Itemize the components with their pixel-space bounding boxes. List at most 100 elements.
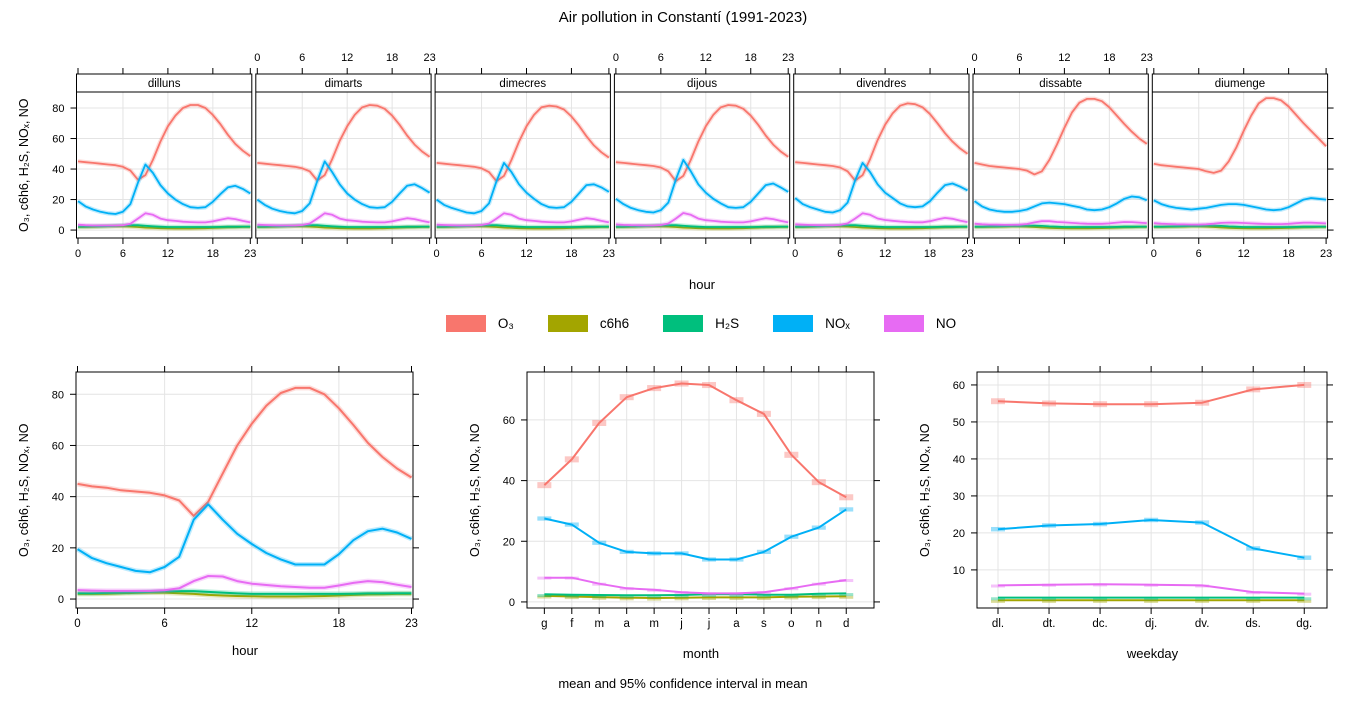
series-line bbox=[77, 163, 251, 215]
series-line bbox=[974, 98, 1148, 176]
svg-text:6: 6 bbox=[161, 618, 167, 630]
series-H2S bbox=[974, 223, 1147, 230]
legend-label-NO: NO bbox=[935, 316, 957, 331]
svg-text:o: o bbox=[788, 618, 794, 630]
series-line bbox=[257, 212, 430, 227]
ci-bar bbox=[1042, 599, 1057, 603]
svg-text:23: 23 bbox=[782, 52, 794, 64]
svg-text:0: 0 bbox=[58, 225, 64, 237]
svg-text:20: 20 bbox=[503, 536, 515, 548]
svg-text:0: 0 bbox=[434, 248, 440, 260]
ci-bar bbox=[674, 594, 689, 598]
series-NO bbox=[77, 211, 251, 228]
series-line bbox=[544, 594, 847, 599]
series-line bbox=[544, 576, 847, 595]
ci-ribbon bbox=[436, 103, 611, 184]
svg-text:6: 6 bbox=[120, 248, 126, 260]
subtitle-caption: mean and 95% confidence interval in mean bbox=[558, 676, 808, 691]
svg-text:12: 12 bbox=[520, 248, 532, 260]
series-line bbox=[997, 383, 1305, 406]
svg-text:dg.: dg. bbox=[1296, 618, 1312, 630]
ci-bar bbox=[991, 599, 1005, 603]
strip-label-diumenge: diumenge bbox=[1215, 78, 1266, 90]
legend-swatch-O3 bbox=[445, 315, 486, 332]
series-line bbox=[974, 224, 1147, 228]
legend-entry-H2S: H₂S bbox=[663, 315, 739, 332]
series-line bbox=[436, 104, 610, 183]
ci-bar bbox=[811, 593, 826, 597]
series-c6h6 bbox=[537, 594, 854, 601]
svg-text:12: 12 bbox=[700, 52, 712, 64]
ci-bar bbox=[702, 593, 717, 597]
series-NO bbox=[77, 573, 412, 594]
svg-text:23: 23 bbox=[961, 248, 973, 260]
series-line bbox=[77, 212, 251, 227]
svg-text:10: 10 bbox=[953, 565, 965, 577]
day-hour-y-axis-label: O₃, c6h6, H₂S, NOₓ, NO bbox=[17, 98, 31, 232]
ci-bar bbox=[564, 596, 579, 600]
series-NO bbox=[615, 210, 789, 228]
series-line bbox=[76, 503, 412, 574]
series-line bbox=[1153, 97, 1327, 174]
series-line bbox=[256, 160, 431, 215]
svg-text:0: 0 bbox=[254, 52, 260, 64]
ci-bar bbox=[991, 526, 1005, 532]
svg-text:g: g bbox=[541, 618, 547, 630]
series-H2S bbox=[991, 596, 1312, 601]
series-line bbox=[77, 575, 412, 592]
series-c6h6 bbox=[991, 599, 1312, 603]
series-NOx bbox=[973, 194, 1148, 215]
series-line bbox=[795, 212, 968, 227]
ci-bar bbox=[537, 482, 552, 489]
ci-bar bbox=[1195, 597, 1210, 601]
series-line bbox=[436, 212, 610, 227]
series-line bbox=[615, 212, 789, 227]
series-NO bbox=[257, 211, 431, 228]
ci-bar bbox=[1246, 597, 1261, 601]
svg-text:j: j bbox=[707, 618, 711, 630]
day-panel-dilluns: dilluns 0 6 12 18 23 0 20 40 60 80 bbox=[52, 68, 256, 260]
ci-bar bbox=[756, 594, 771, 598]
strip-label-divendres: divendres bbox=[856, 78, 906, 90]
ci-bar bbox=[537, 593, 552, 597]
bottom-panel-hour: 0 6 12 18 23 0 20 40 60 80 bbox=[52, 366, 419, 630]
legend-swatch-NO bbox=[883, 315, 924, 332]
svg-text:n: n bbox=[816, 618, 822, 630]
series-line bbox=[997, 519, 1305, 559]
series-O3 bbox=[537, 380, 854, 501]
ci-bar bbox=[564, 594, 579, 598]
weekday-y-axis-label: O₃, c6h6, H₂S, NOₓ, NO bbox=[918, 423, 932, 557]
series-H2S bbox=[537, 592, 854, 598]
svg-text:23: 23 bbox=[405, 618, 418, 630]
legend-label-NOx: NOₓ bbox=[825, 316, 850, 331]
ci-ribbon bbox=[77, 573, 412, 594]
legend-swatch-H2S bbox=[663, 315, 704, 332]
svg-text:0: 0 bbox=[613, 52, 619, 64]
ci-bar bbox=[619, 594, 634, 598]
ci-bar bbox=[1144, 599, 1159, 603]
ci-bar bbox=[811, 596, 826, 600]
month-x-axis-label: month bbox=[682, 646, 720, 661]
series-NO bbox=[436, 211, 610, 228]
ci-bar bbox=[1246, 599, 1261, 603]
day-panel-diumenge: diumenge 0 6 12 18 23 bbox=[1151, 68, 1334, 260]
svg-text:18: 18 bbox=[207, 248, 219, 260]
series-line bbox=[973, 195, 1148, 213]
series-line bbox=[77, 104, 251, 181]
series-NOx bbox=[793, 160, 969, 215]
svg-text:50: 50 bbox=[953, 417, 965, 429]
ci-bar bbox=[592, 596, 607, 600]
series-line bbox=[1153, 224, 1327, 228]
svg-text:6: 6 bbox=[299, 52, 305, 64]
svg-text:80: 80 bbox=[52, 103, 64, 115]
series-line bbox=[997, 583, 1305, 595]
series-NOx bbox=[537, 507, 854, 562]
svg-text:40: 40 bbox=[503, 476, 515, 488]
ci-bar bbox=[1297, 599, 1312, 603]
svg-text:20: 20 bbox=[52, 543, 64, 555]
legend-entry-c6h6: c6h6 bbox=[547, 315, 629, 332]
svg-text:d: d bbox=[843, 618, 849, 630]
svg-text:12: 12 bbox=[162, 248, 174, 260]
